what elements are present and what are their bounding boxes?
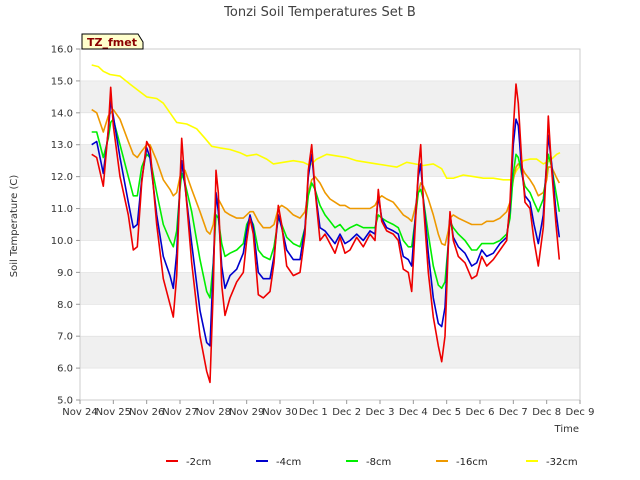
legend-label: -4cm [276, 457, 301, 468]
x-tick-label: Nov 28 [196, 407, 231, 418]
series-line-minus-32cm [91, 64, 561, 181]
y-tick-label: 9.0 [57, 268, 73, 279]
y-tick-label: 15.0 [51, 76, 73, 87]
y-tick-label: 11.0 [51, 204, 73, 215]
legend-label: -2cm [186, 457, 211, 468]
background-band [80, 80, 580, 113]
background-band [80, 49, 580, 81]
plot-frame [79, 48, 581, 401]
series-lines [91, 64, 561, 384]
background-band [80, 144, 580, 177]
x-tick-label: Dec 2 [332, 407, 361, 418]
y-tick-label: 13.0 [51, 140, 73, 151]
y-tick-label: 10.0 [51, 236, 73, 247]
x-axis-title: Time [554, 424, 579, 435]
x-tick-label: Dec 3 [366, 407, 395, 418]
x-tick-label: Nov 29 [229, 407, 264, 418]
badge-label: TZ_fmet [87, 36, 137, 49]
y-tick-label: 16.0 [51, 45, 73, 56]
chart-title: Tonzi Soil Temperatures Set B [223, 5, 416, 20]
legend-label: -32cm [546, 457, 578, 468]
x-tick-label: Dec 9 [566, 407, 595, 418]
y-axis: 5.0 6.0 7.0 8.0 9.0 10.0 11.0 12.0 13.0 14.0 15.0 1… [51, 45, 80, 407]
y-tick-label: 5.0 [57, 396, 73, 407]
legend-label: -16cm [456, 457, 488, 468]
y-tick-label: 8.0 [57, 300, 73, 311]
series-line-minus-8cm [91, 118, 561, 299]
plot-background-bands [80, 49, 580, 401]
background-band [80, 112, 580, 145]
legend: -2cm -4cm -8cm -16cm -32cm [166, 457, 578, 468]
y-axis-title: Soil Temperature (C) [9, 175, 20, 278]
x-tick-label: Nov 24 [62, 407, 97, 418]
x-tick-label: Nov 27 [162, 407, 197, 418]
legend-label: -8cm [366, 457, 391, 468]
x-tick-label: Dec 8 [532, 407, 561, 418]
y-tick-label: 7.0 [57, 332, 73, 343]
x-tick-label: Nov 26 [129, 407, 164, 418]
x-tick-label: Nov 30 [262, 407, 297, 418]
x-tick-label: Nov 25 [96, 407, 131, 418]
y-tick-label: 12.0 [51, 172, 73, 183]
background-band [80, 336, 580, 369]
x-tick-label: Dec 7 [499, 407, 528, 418]
x-tick-label: Dec 4 [399, 407, 428, 418]
background-band [80, 176, 580, 209]
y-tick-label: 6.0 [57, 364, 73, 375]
station-badge: TZ_fmet [81, 33, 144, 50]
background-band [80, 272, 580, 305]
background-band [80, 304, 580, 337]
y-tick-label: 14.0 [51, 108, 73, 119]
series-line-minus-2cm [91, 83, 561, 384]
badge-box [81, 33, 144, 50]
x-tick-label: Dec 6 [466, 407, 495, 418]
background-band [80, 368, 580, 400]
x-tick-label: Dec 1 [299, 407, 328, 418]
x-tick-label: Dec 5 [432, 407, 461, 418]
